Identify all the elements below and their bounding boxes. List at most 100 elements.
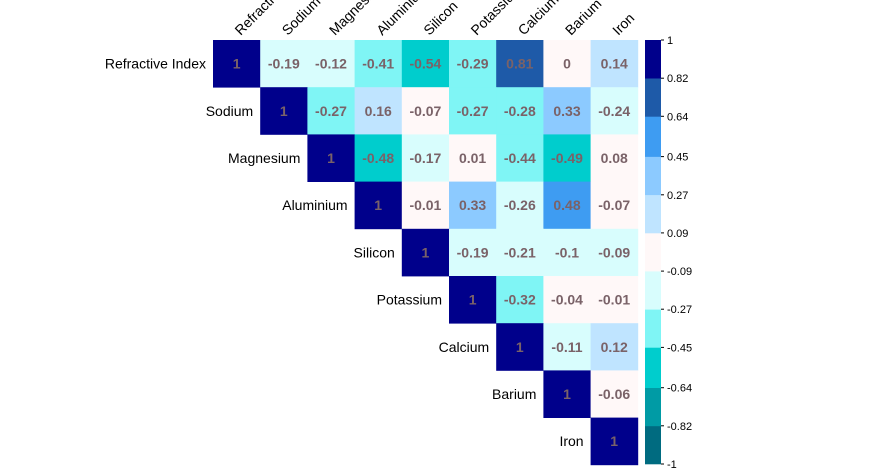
colorbar-bin-5 bbox=[645, 232, 661, 272]
colorbar-tick-label-9: -0.64 bbox=[667, 383, 692, 395]
cell-3-4 bbox=[401, 181, 450, 230]
colorbar-tick-label-4: 0.27 bbox=[667, 190, 688, 202]
cell-1-2 bbox=[307, 87, 355, 135]
cell-0-3 bbox=[354, 40, 403, 88]
cell-3-5 bbox=[449, 181, 497, 230]
colorbar-tick-label-0: 1 bbox=[667, 35, 673, 47]
colorbar-tick-label-7: -0.27 bbox=[667, 304, 692, 316]
col-label-3: Aluminium bbox=[373, 0, 431, 38]
cell-value-4-6: -0.21 bbox=[504, 244, 536, 260]
cell-3-8 bbox=[590, 181, 639, 230]
cell-value-0-7: 0 bbox=[563, 56, 571, 72]
cell-value-6-8: 0.12 bbox=[601, 339, 628, 355]
cell-4-7 bbox=[543, 228, 591, 277]
cell-value-2-8: 0.08 bbox=[601, 150, 628, 166]
cell-4-8 bbox=[590, 228, 639, 277]
cell-value-3-6: -0.26 bbox=[504, 197, 536, 213]
cell-5-6 bbox=[496, 276, 544, 324]
colorbar-tick-label-2: 0.64 bbox=[667, 111, 688, 123]
cell-value-1-3: 0.16 bbox=[365, 103, 392, 119]
cell-1-3 bbox=[354, 87, 403, 135]
column-labels: Refractive IndexSodiumMagnesiumAluminium… bbox=[231, 0, 637, 38]
cell-value-0-4: -0.54 bbox=[409, 56, 441, 72]
colorbar-tick-label-8: -0.45 bbox=[667, 342, 692, 354]
cell-2-4 bbox=[401, 134, 450, 182]
colorbar-tick-label-1: 0.82 bbox=[667, 73, 688, 85]
cell-5-8 bbox=[590, 276, 639, 324]
colorbar-bin-7 bbox=[645, 156, 661, 196]
colorbar-tick-label-5: 0.09 bbox=[667, 228, 688, 240]
cell-4-5 bbox=[449, 228, 497, 277]
cell-0-7 bbox=[543, 40, 591, 88]
cell-1-4 bbox=[401, 87, 450, 135]
cell-value-5-7: -0.04 bbox=[551, 292, 583, 308]
cell-5-5 bbox=[449, 276, 497, 324]
cell-1-1 bbox=[260, 87, 308, 135]
cell-value-8-8: 1 bbox=[610, 433, 618, 449]
cell-value-5-5: 1 bbox=[469, 292, 477, 308]
cell-value-1-4: -0.07 bbox=[409, 103, 441, 119]
cell-value-1-1: 1 bbox=[280, 103, 288, 119]
colorbar-tick-label-6: -0.09 bbox=[667, 266, 692, 278]
cell-value-2-5: 0.01 bbox=[459, 150, 486, 166]
cell-6-7 bbox=[543, 323, 591, 371]
cell-0-5 bbox=[449, 40, 497, 88]
cell-value-0-2: -0.12 bbox=[315, 56, 347, 72]
cell-7-8 bbox=[590, 370, 639, 418]
cell-8-8 bbox=[590, 417, 639, 466]
cell-2-8 bbox=[590, 134, 639, 182]
cell-value-7-8: -0.06 bbox=[598, 386, 630, 402]
cell-3-6 bbox=[496, 181, 544, 230]
cell-1-5 bbox=[449, 87, 497, 135]
row-label-1: Sodium bbox=[206, 103, 253, 119]
col-label-8: Iron bbox=[609, 10, 637, 38]
row-label-6: Calcium bbox=[439, 339, 490, 355]
cell-3-3 bbox=[354, 181, 403, 230]
cell-value-2-6: -0.44 bbox=[504, 150, 536, 166]
cell-value-1-5: -0.27 bbox=[457, 103, 489, 119]
cell-value-0-1: -0.19 bbox=[268, 56, 300, 72]
colorbar-bin-4 bbox=[645, 271, 661, 310]
cell-0-4 bbox=[401, 40, 450, 88]
cell-0-6 bbox=[496, 40, 544, 88]
colorbar-bin-3 bbox=[645, 309, 661, 348]
col-label-5: Potassium bbox=[467, 0, 525, 38]
cell-value-1-7: 0.33 bbox=[553, 103, 580, 119]
colorbar-tick-label-11: -1 bbox=[667, 459, 677, 471]
cell-2-2 bbox=[307, 134, 355, 182]
row-labels: Refractive Index Sodium Magnesium Aluminium… bbox=[105, 56, 584, 450]
col-label-1: Sodium bbox=[279, 0, 324, 38]
cell-value-4-8: -0.09 bbox=[598, 244, 630, 260]
cell-values: 1 -0.19 -0.12 -0.41 -0.54 -0.29 0.81 0 0.14 1 -0.2… bbox=[233, 56, 631, 450]
row-label-5: Potassium bbox=[377, 292, 442, 308]
cell-1-6 bbox=[496, 87, 544, 135]
cell-value-1-8: -0.24 bbox=[598, 103, 630, 119]
cell-value-0-8: 0.14 bbox=[601, 56, 628, 72]
cell-1-8 bbox=[590, 87, 639, 135]
cell-value-3-4: -0.01 bbox=[409, 197, 441, 213]
colorbar-bin-1 bbox=[645, 387, 661, 427]
row-label-0: Refractive Index bbox=[105, 56, 206, 72]
row-label-7: Barium bbox=[492, 386, 536, 402]
heatmap-cells bbox=[213, 40, 639, 466]
col-label-7: Barium bbox=[562, 0, 605, 38]
cell-value-0-0: 1 bbox=[233, 56, 241, 72]
colorbar-bin-10 bbox=[645, 40, 661, 79]
cell-value-5-6: -0.32 bbox=[504, 292, 536, 308]
cell-value-6-7: -0.11 bbox=[551, 339, 582, 355]
cell-5-7 bbox=[543, 276, 591, 324]
col-label-6: Calcium bbox=[515, 0, 562, 38]
cell-value-0-5: -0.29 bbox=[457, 56, 489, 72]
cell-0-8 bbox=[590, 40, 639, 88]
cell-3-7 bbox=[543, 181, 591, 230]
cell-value-0-6: 0.81 bbox=[506, 56, 533, 72]
cell-4-6 bbox=[496, 228, 544, 277]
row-label-3: Aluminium bbox=[282, 197, 347, 213]
colorbar-bin-0 bbox=[645, 425, 661, 465]
cell-2-5 bbox=[449, 134, 497, 182]
cell-value-3-8: -0.07 bbox=[598, 197, 630, 213]
cell-value-2-3: -0.48 bbox=[362, 150, 394, 166]
cell-value-7-7: 1 bbox=[563, 386, 571, 402]
cell-7-7 bbox=[543, 370, 591, 418]
